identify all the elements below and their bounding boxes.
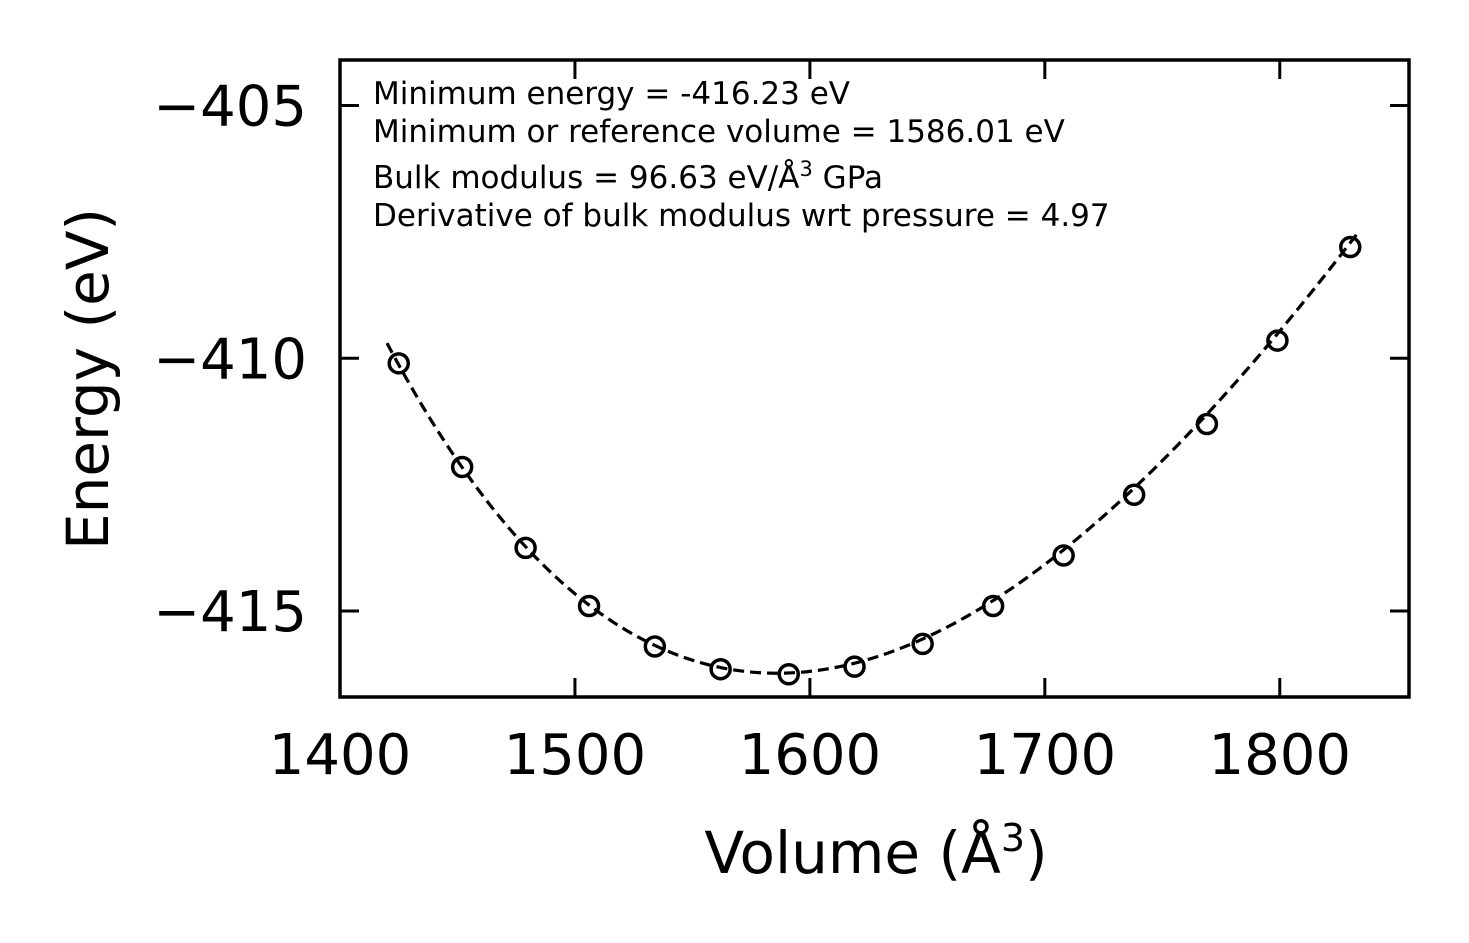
data-point (911, 632, 934, 656)
x-axis-label-close: ) (1025, 819, 1048, 887)
annotation-box: Minimum energy = -416.23 eV Minimum or r… (373, 76, 1110, 234)
data-point (387, 352, 410, 375)
annotation-bulk-modulus-tail: GPa (813, 160, 883, 196)
data-point (1195, 412, 1219, 436)
x-axis-label-main: Volume (Å (704, 818, 1001, 887)
data-point (514, 536, 537, 560)
x-tick-label: 1400 (269, 723, 412, 788)
x-tick-label: 1500 (504, 723, 647, 788)
annotation-bulk-modulus-sup: 3 (799, 157, 812, 181)
fit-curve-layer (385, 232, 1359, 675)
plot-frame (338, 58, 1411, 699)
fit-curve-line (385, 232, 1359, 675)
x-tick-label: 1600 (739, 723, 882, 788)
data-point (1266, 329, 1289, 352)
annotation-ref-volume: Minimum or reference volume = 1586.01 eV (373, 114, 1065, 150)
ticks-layer: 1400 1500 1600 1700 1800 −405 −410 −415 (153, 60, 1409, 788)
y-tick-label: −410 (153, 327, 307, 392)
y-axis-label: Energy (eV) (54, 208, 122, 550)
data-point (1052, 544, 1075, 567)
data-point (643, 635, 667, 658)
data-point (450, 455, 474, 479)
data-point (981, 594, 1005, 618)
annotation-bulk-derivative: Derivative of bulk modulus wrt pressure … (373, 198, 1110, 234)
data-point (577, 594, 601, 618)
data-points-layer (387, 235, 1362, 686)
data-point (1122, 483, 1146, 507)
data-point (709, 657, 732, 681)
y-tick-label: −405 (153, 75, 307, 140)
x-tick-label: 1800 (1209, 723, 1352, 788)
x-axis-label-sup: 3 (1001, 816, 1025, 860)
x-tick-label: 1700 (974, 723, 1117, 788)
data-point (777, 663, 800, 686)
annotation-min-energy: Minimum energy = -416.23 eV (373, 76, 850, 112)
y-tick-label: −415 (153, 580, 307, 645)
annotation-bulk-modulus: Bulk modulus = 96.63 eV/Å3 GPa (373, 157, 883, 196)
x-axis-label: Volume (Å3) (704, 816, 1047, 887)
data-point (1339, 235, 1362, 259)
annotation-bulk-modulus-main: Bulk modulus = 96.63 eV/Å (373, 160, 799, 196)
data-point (843, 655, 866, 678)
